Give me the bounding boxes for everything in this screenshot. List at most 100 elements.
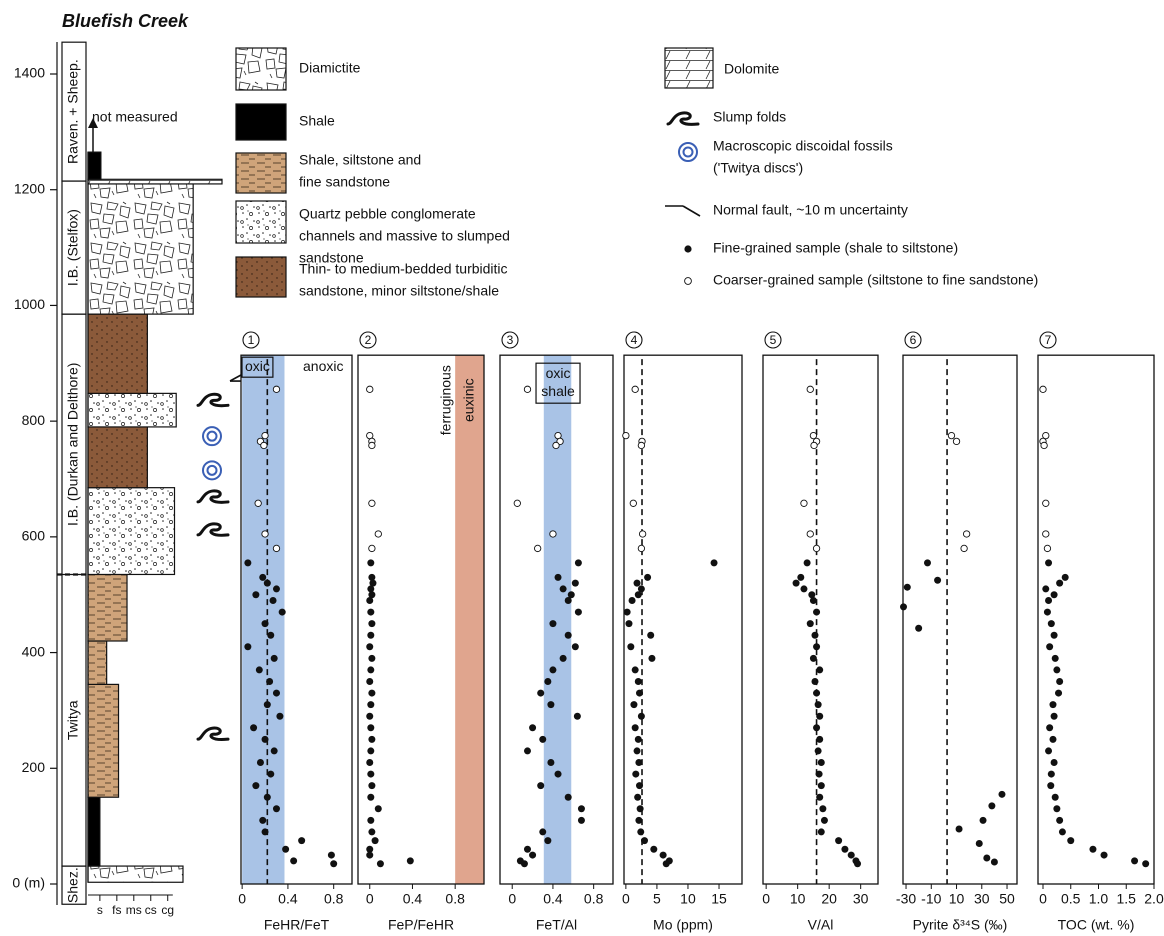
fine-sample: [636, 689, 644, 697]
x-axis-label: V/Al: [808, 917, 834, 933]
slump-symbol: [196, 392, 230, 408]
legend-label: Quartz pebble conglomerate: [299, 206, 476, 222]
slump-symbol: [196, 522, 230, 537]
fine-sample: [1049, 735, 1057, 743]
fine-sample: [366, 845, 374, 853]
fine-sample: [266, 678, 274, 685]
fine-sample: [628, 597, 636, 604]
x-tick-label: 20: [821, 891, 837, 907]
fine-sample: [854, 860, 862, 868]
fine-sample: [998, 790, 1006, 798]
panel-border: [762, 354, 879, 885]
legend-swatch: [235, 47, 287, 91]
panel-number: 3: [507, 333, 514, 347]
fine-sample: [900, 603, 908, 611]
fine-sample: [915, 624, 923, 632]
fine-sample: [814, 701, 822, 709]
fine-sample: [813, 643, 821, 651]
y-tick-label: 800: [22, 412, 46, 428]
fine-sample: [634, 735, 642, 743]
coarse-sample: [806, 385, 814, 393]
fine-sample: [547, 701, 555, 709]
fine-sample: [272, 805, 280, 813]
fine-sample: [267, 770, 275, 778]
panel-note: oxic: [546, 365, 571, 381]
fine-sample: [367, 770, 375, 778]
coarse-sample: [368, 441, 376, 450]
legend-swatch: [235, 152, 287, 194]
fine-sample: [975, 840, 983, 847]
fine-sample: [537, 782, 545, 790]
fine-sample: [376, 860, 384, 868]
fine-sample: [983, 854, 991, 862]
fine-sample: [635, 759, 643, 766]
x-tick-label: 0.8: [324, 891, 344, 907]
fine-sample: [282, 845, 290, 853]
coarse-sample: [1040, 441, 1048, 450]
fine-sample: [539, 828, 547, 836]
fine-sample: [637, 712, 645, 720]
panel-note: oxic: [245, 358, 270, 374]
fine-sample: [367, 559, 375, 567]
fine-sample: [636, 782, 644, 790]
legend-swatch: [235, 256, 287, 298]
x-tick-label: 0: [508, 891, 516, 907]
fine-sample: [330, 860, 338, 868]
lithology-unit: [87, 183, 194, 315]
x-tick-label: 0.5: [1061, 891, 1081, 907]
fine-sample: [659, 851, 667, 859]
fine-sample: [261, 828, 269, 836]
lithology-unit: [87, 640, 108, 685]
coarse-sample: [1042, 530, 1050, 538]
x-tick-label: 0.8: [584, 891, 604, 907]
y-tick-label: 1200: [14, 180, 45, 196]
x-tick-label: -10: [921, 891, 941, 907]
fine-sample: [1050, 712, 1058, 720]
fine-sample: [1056, 678, 1064, 685]
lithology-unit: [87, 151, 102, 180]
fine-sample: [537, 689, 545, 697]
fine-sample: [571, 579, 579, 587]
fine-sample: [290, 857, 298, 865]
fine-sample: [567, 591, 575, 599]
fine-sample: [539, 735, 547, 743]
fine-sample: [1046, 724, 1054, 732]
fine-sample: [371, 837, 379, 845]
formation-label: Shez.: [65, 867, 81, 903]
coarse-sample: [552, 441, 560, 450]
panel-number-circle: [625, 331, 643, 349]
coarse-sample: [622, 431, 630, 440]
grain-tick-label: ms: [126, 903, 142, 917]
panel-border: [902, 354, 1018, 885]
grain-tick-label: cg: [161, 903, 174, 917]
fine-sample: [529, 851, 537, 859]
fine-sample: [923, 559, 931, 567]
x-tick-label: 0.4: [278, 891, 298, 907]
fine-sample: [806, 620, 814, 628]
lithology-unit: [87, 865, 184, 883]
fine-sample: [662, 860, 670, 868]
fine-sample: [988, 802, 996, 810]
lithology-unit: [87, 683, 120, 798]
fine-sample: [630, 701, 638, 709]
slump-symbol: [196, 489, 230, 504]
x-tick-label: 50: [999, 891, 1015, 907]
fine-sample: [367, 585, 375, 593]
fine-sample: [244, 643, 252, 651]
legend-label: sandstone, minor siltstone/shale: [299, 283, 499, 299]
fine-sample: [1142, 860, 1150, 868]
fine-sample: [564, 793, 572, 801]
fine-sample: [634, 793, 642, 801]
fine-sample: [367, 701, 375, 709]
legend-fault-b: [682, 205, 701, 217]
fine-sample: [1047, 770, 1055, 778]
fine-sample: [269, 597, 277, 604]
panel-frame: [1038, 355, 1154, 885]
fine-sample: [256, 759, 264, 766]
legend-swatch: [235, 103, 287, 141]
x-tick-label: 0.4: [403, 891, 423, 907]
slump-symbol: [196, 726, 230, 742]
fine-sample: [366, 597, 374, 604]
fine-sample: [820, 816, 828, 824]
fine-sample: [367, 608, 375, 616]
